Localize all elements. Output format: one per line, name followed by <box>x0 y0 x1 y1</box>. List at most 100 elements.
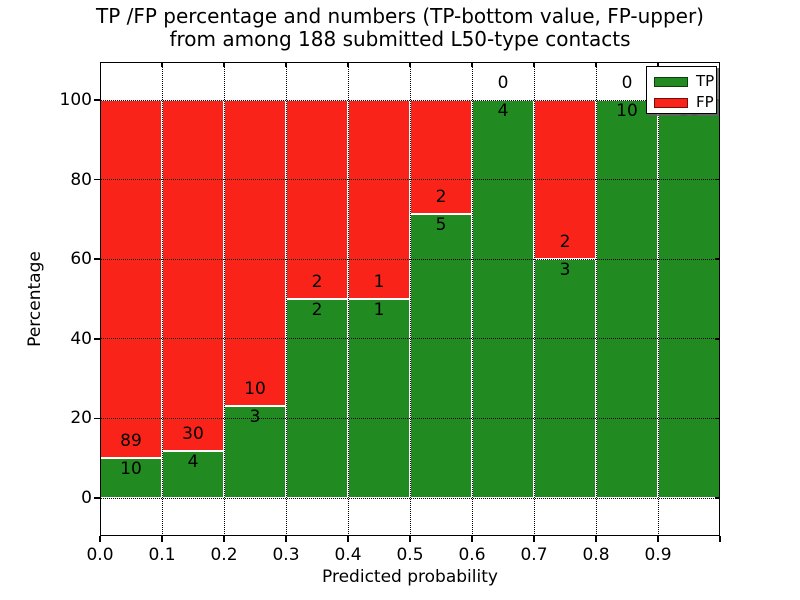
tp-legend-label: TP <box>696 72 715 90</box>
v-gridline <box>285 62 287 536</box>
x-tick <box>657 536 659 542</box>
x-tick-label: 0.5 <box>396 545 424 565</box>
fp-count-label: 30 <box>182 424 204 445</box>
fp-count-label: 10 <box>244 379 266 400</box>
x-tick <box>595 536 597 542</box>
tp-bar-segment <box>596 100 658 498</box>
chart-title-line2: from among 188 submitted L50-type contac… <box>169 27 631 51</box>
legend: TP FP <box>646 66 717 114</box>
fp-bar-segment <box>100 100 162 458</box>
x-tick-top <box>471 62 473 67</box>
y-tick-right <box>715 258 720 260</box>
x-tick-label: 0.0 <box>86 545 114 565</box>
y-tick <box>94 338 100 340</box>
tp-bar-segment <box>286 299 348 498</box>
tp-bar-segment <box>658 100 720 498</box>
v-gridline <box>471 62 473 536</box>
x-tick-top <box>409 62 411 67</box>
plot-area: 89103041032211250423010010 <box>100 62 720 536</box>
x-tick-label: 0.3 <box>272 545 300 565</box>
y-tick <box>94 417 100 420</box>
y-tick-label: 100 <box>59 90 92 110</box>
y-tick-right <box>715 497 720 499</box>
y-tick-right <box>715 178 720 181</box>
fp-count-label: 2 <box>311 272 323 292</box>
fp-count-label: 89 <box>120 430 142 451</box>
legend-entry-fp: FP <box>654 94 716 111</box>
x-tick-top <box>285 62 287 67</box>
fp-bar-segment <box>286 100 348 299</box>
y-tick-label: 20 <box>70 408 92 429</box>
v-gridline <box>657 62 659 536</box>
tp-count-label: 1 <box>373 300 385 320</box>
h-gridline <box>100 258 720 260</box>
chart-title-line1: TP /FP percentage and numbers (TP-bottom… <box>96 4 704 28</box>
h-gridline <box>100 99 720 101</box>
x-tick-top <box>533 62 535 67</box>
tp-bar-segment <box>348 299 410 498</box>
fp-legend-label: FP <box>696 93 714 111</box>
tp-count-label: 2 <box>311 300 323 320</box>
h-gridline <box>100 179 720 181</box>
v-gridline <box>347 62 349 536</box>
x-tick-label: 0.1 <box>148 545 176 565</box>
fp-bar-segment <box>348 100 410 299</box>
y-tick <box>94 497 100 499</box>
x-tick-label: 0.7 <box>520 545 548 565</box>
y-axis-label: Percentage <box>25 251 45 347</box>
y-tick-label: 60 <box>70 249 92 270</box>
y-tick <box>94 99 100 101</box>
tp-bar-segment <box>472 100 534 498</box>
v-gridline <box>409 62 411 536</box>
fp-bar-segment <box>162 100 224 452</box>
tp-count-label: 3 <box>249 407 261 428</box>
x-tick-top <box>347 62 349 67</box>
x-tick <box>471 536 473 542</box>
tp-count-label: 10 <box>616 101 638 121</box>
tp-bar-segment <box>162 451 224 498</box>
fp-count-label: 0 <box>621 73 633 93</box>
x-tick <box>161 536 163 542</box>
x-tick-label: 0.8 <box>582 545 610 565</box>
v-gridline <box>533 62 535 536</box>
x-tick <box>99 536 101 542</box>
x-tick-label: 0.6 <box>458 545 486 565</box>
v-gridline <box>161 62 163 536</box>
tp-count-label: 5 <box>435 214 447 235</box>
y-tick-right <box>715 417 720 420</box>
tp-count-label: 10 <box>120 458 142 479</box>
fp-count-label: 0 <box>497 73 509 93</box>
y-tick-label: 40 <box>70 328 92 349</box>
x-tick-top <box>161 62 163 67</box>
x-tick-top <box>223 62 225 67</box>
x-tick-top <box>595 62 597 67</box>
x-tick-label: 0.4 <box>334 545 362 565</box>
fp-legend-swatch <box>654 97 688 108</box>
tp-bar-segment <box>224 406 286 498</box>
x-tick-label: 0.2 <box>210 545 238 565</box>
h-gridline <box>100 497 720 499</box>
h-gridline <box>100 338 720 340</box>
x-tick-label: 0.9 <box>644 545 672 565</box>
fp-bar-segment <box>224 100 286 407</box>
x-axis-label: Predicted probability <box>322 567 498 587</box>
x-tick <box>223 536 225 542</box>
y-tick-label: 80 <box>70 169 92 190</box>
fp-count-label: 2 <box>435 186 447 207</box>
tp-count-label: 4 <box>497 101 509 121</box>
v-gridline <box>595 62 597 536</box>
chart-title: TP /FP percentage and numbers (TP-bottom… <box>0 5 800 51</box>
legend-entry-tp: TP <box>654 73 716 90</box>
fp-count-label: 1 <box>373 272 385 292</box>
y-tick-right <box>715 99 720 101</box>
x-tick <box>719 536 721 542</box>
tp-bar-segment <box>534 259 596 498</box>
x-tick <box>409 536 411 542</box>
y-tick <box>94 258 100 260</box>
tp-count-label: 3 <box>559 260 571 281</box>
h-gridline <box>100 417 720 419</box>
x-tick <box>347 536 349 542</box>
x-tick-top <box>657 62 659 67</box>
tp-count-label: 4 <box>187 452 199 473</box>
